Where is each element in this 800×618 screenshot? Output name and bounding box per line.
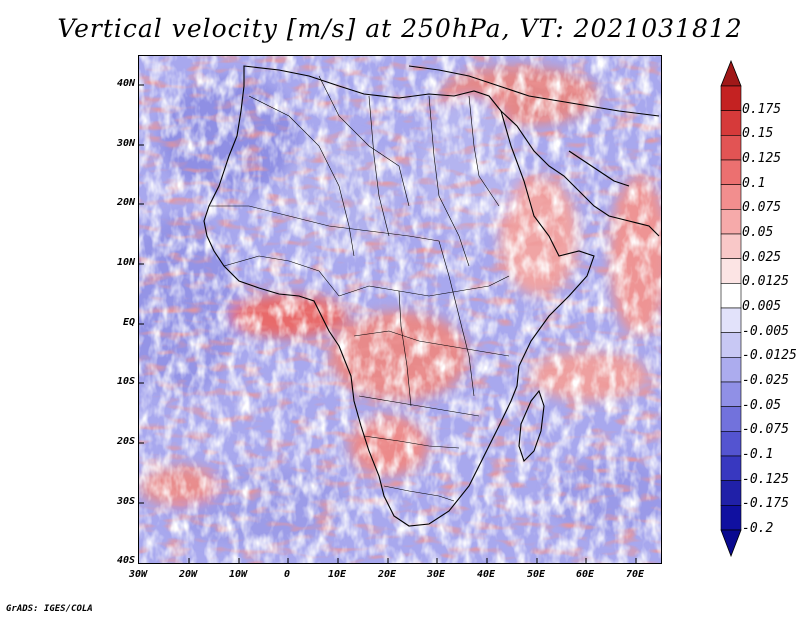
lon-label-20e: 20E bbox=[377, 569, 397, 580]
gulf-coastline bbox=[568, 150, 630, 187]
colorbar-label: 0.175 bbox=[742, 101, 782, 117]
lon-label-50e: 50E bbox=[526, 569, 546, 580]
lon-label-10e: 10E bbox=[327, 569, 347, 580]
lat-label-20s: 20S bbox=[116, 436, 135, 447]
colorbar-cell bbox=[720, 184, 742, 210]
arabia-coastline bbox=[500, 110, 660, 237]
lon-label-20w: 20W bbox=[178, 569, 198, 580]
lon-label-70e: 70E bbox=[625, 569, 645, 580]
colorbar-cell bbox=[720, 258, 742, 284]
colorbar-label: -0.05 bbox=[742, 397, 782, 413]
colorbar-label: -0.175 bbox=[742, 496, 789, 512]
colorbar-label: -0.005 bbox=[742, 323, 789, 339]
coastlines bbox=[203, 65, 660, 527]
colorbar-cell bbox=[720, 431, 742, 457]
colorbar-label: -0.2 bbox=[742, 521, 774, 536]
colorbar-label: 0.125 bbox=[742, 151, 782, 166]
lon-label-10w: 10W bbox=[228, 569, 248, 580]
colorbar-cell bbox=[720, 455, 742, 481]
colorbar-label: -0.1 bbox=[742, 447, 774, 462]
axis-ticks bbox=[139, 84, 637, 563]
colorbar-cell bbox=[720, 135, 742, 161]
lat-label-10s: 10S bbox=[116, 376, 135, 387]
lat-label-20n: 20N bbox=[116, 197, 135, 208]
colorbar-label: 0.1 bbox=[742, 175, 766, 191]
colorbar-label: -0.025 bbox=[742, 373, 789, 388]
colorbar-label: 0.075 bbox=[742, 200, 782, 216]
lat-label-30n: 30N bbox=[116, 138, 135, 149]
colorbar-top-arrow bbox=[720, 60, 742, 87]
colorbar-cell bbox=[720, 357, 742, 383]
country-borders bbox=[209, 75, 510, 502]
lon-label-30e: 30E bbox=[426, 569, 446, 580]
colorbar-label: 0.05 bbox=[742, 225, 774, 240]
lon-label-0: 0 bbox=[283, 569, 291, 580]
colorbar-cell bbox=[720, 159, 742, 185]
lon-label-30w: 30W bbox=[128, 569, 148, 580]
colorbar-cell bbox=[720, 332, 742, 358]
map-title: Vertical velocity [m/s] at 250hPa, VT: 2… bbox=[57, 14, 743, 43]
colorbar-label: 0.15 bbox=[742, 126, 774, 142]
credit-text: GrADS: IGES/COLA bbox=[6, 604, 93, 614]
africa-coastline bbox=[203, 65, 595, 527]
colorbar-bottom-arrow bbox=[720, 529, 742, 558]
colorbar-label: -0.125 bbox=[742, 471, 789, 487]
colorbar-cell bbox=[720, 283, 742, 309]
colorbar-label: 0.005 bbox=[742, 299, 782, 314]
colorbar-cell bbox=[720, 110, 742, 136]
lon-label-40e: 40E bbox=[476, 569, 496, 580]
lon-label-60e: 60E bbox=[575, 569, 595, 580]
lat-label-40n: 40N bbox=[116, 78, 135, 89]
map-plot-area[interactable] bbox=[138, 55, 662, 564]
colorbar-cell bbox=[720, 85, 742, 111]
colorbar-cell bbox=[720, 505, 742, 531]
colorbar-cell bbox=[720, 381, 742, 407]
colorbar-cell bbox=[720, 209, 742, 235]
colorbar-label: -0.0125 bbox=[742, 348, 797, 364]
colorbar-cell bbox=[720, 480, 742, 506]
colorbar-cell bbox=[720, 307, 742, 333]
colorbar-label: 0.0125 bbox=[742, 274, 789, 290]
lat-label-10n: 10N bbox=[116, 257, 135, 268]
madagascar-coastline bbox=[518, 389, 545, 463]
colorbar-label: 0.025 bbox=[742, 249, 782, 265]
lat-label-30s: 30S bbox=[116, 496, 135, 507]
lat-label-40s: 40S bbox=[116, 555, 135, 566]
colorbar-cell bbox=[720, 233, 742, 259]
colorbar bbox=[720, 60, 742, 558]
eurasia-coastline bbox=[408, 65, 660, 117]
lat-label-eq: EQ bbox=[122, 317, 135, 328]
colorbar-cell bbox=[720, 406, 742, 432]
colorbar-label: -0.075 bbox=[742, 422, 789, 438]
vertical-velocity-field bbox=[139, 56, 661, 563]
